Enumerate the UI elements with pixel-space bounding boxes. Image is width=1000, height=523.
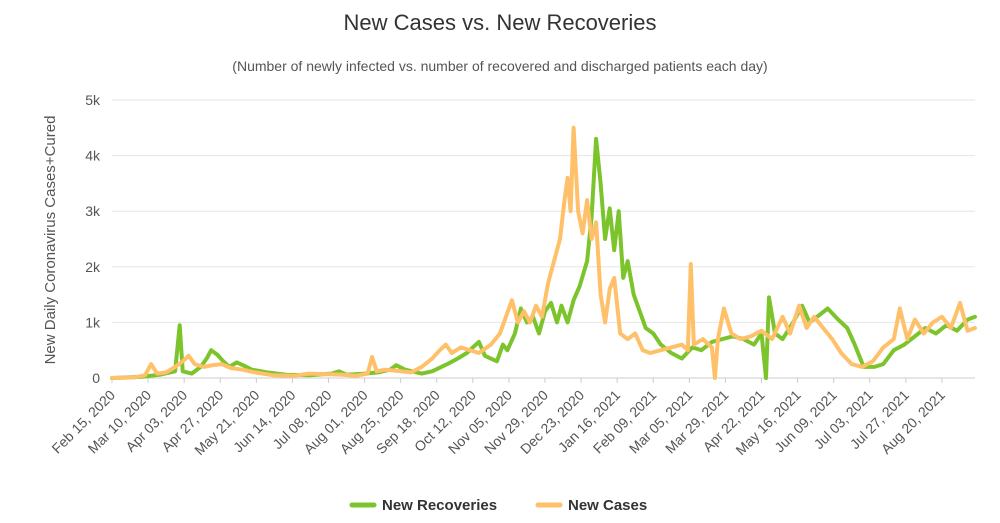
series-line-new-cases [110,125,977,380]
y-axis-ticks: 0 1k 2k 3k 4k 5k [85,92,101,386]
y-tick-label: 2k [85,259,101,275]
legend: New Recoveries New Cases [349,497,647,514]
legend-item-new-recoveries[interactable]: New Recoveries [349,497,497,514]
legend-label: New Recoveries [382,497,497,514]
chart-subtitle: (Number of newly infected vs. number of … [232,58,768,74]
legend-item-new-cases[interactable]: New Cases [535,497,647,514]
y-tick-label: 5k [85,92,101,108]
legend-label: New Cases [568,497,647,514]
y-tick-label: 3k [85,203,101,219]
chart-title: New Cases vs. New Recoveries [343,10,657,35]
x-tick-label: Aug 20, 2021 [878,387,948,457]
series-lines [110,125,977,380]
y-tick-label: 1k [85,314,101,330]
y-axis-title: New Daily Coronavirus Cases+Cured [42,116,59,365]
gridlines [112,99,975,379]
y-tick-label: 4k [85,148,101,164]
y-tick-label: 0 [92,370,100,386]
series-line-new-recoveries [110,136,977,380]
